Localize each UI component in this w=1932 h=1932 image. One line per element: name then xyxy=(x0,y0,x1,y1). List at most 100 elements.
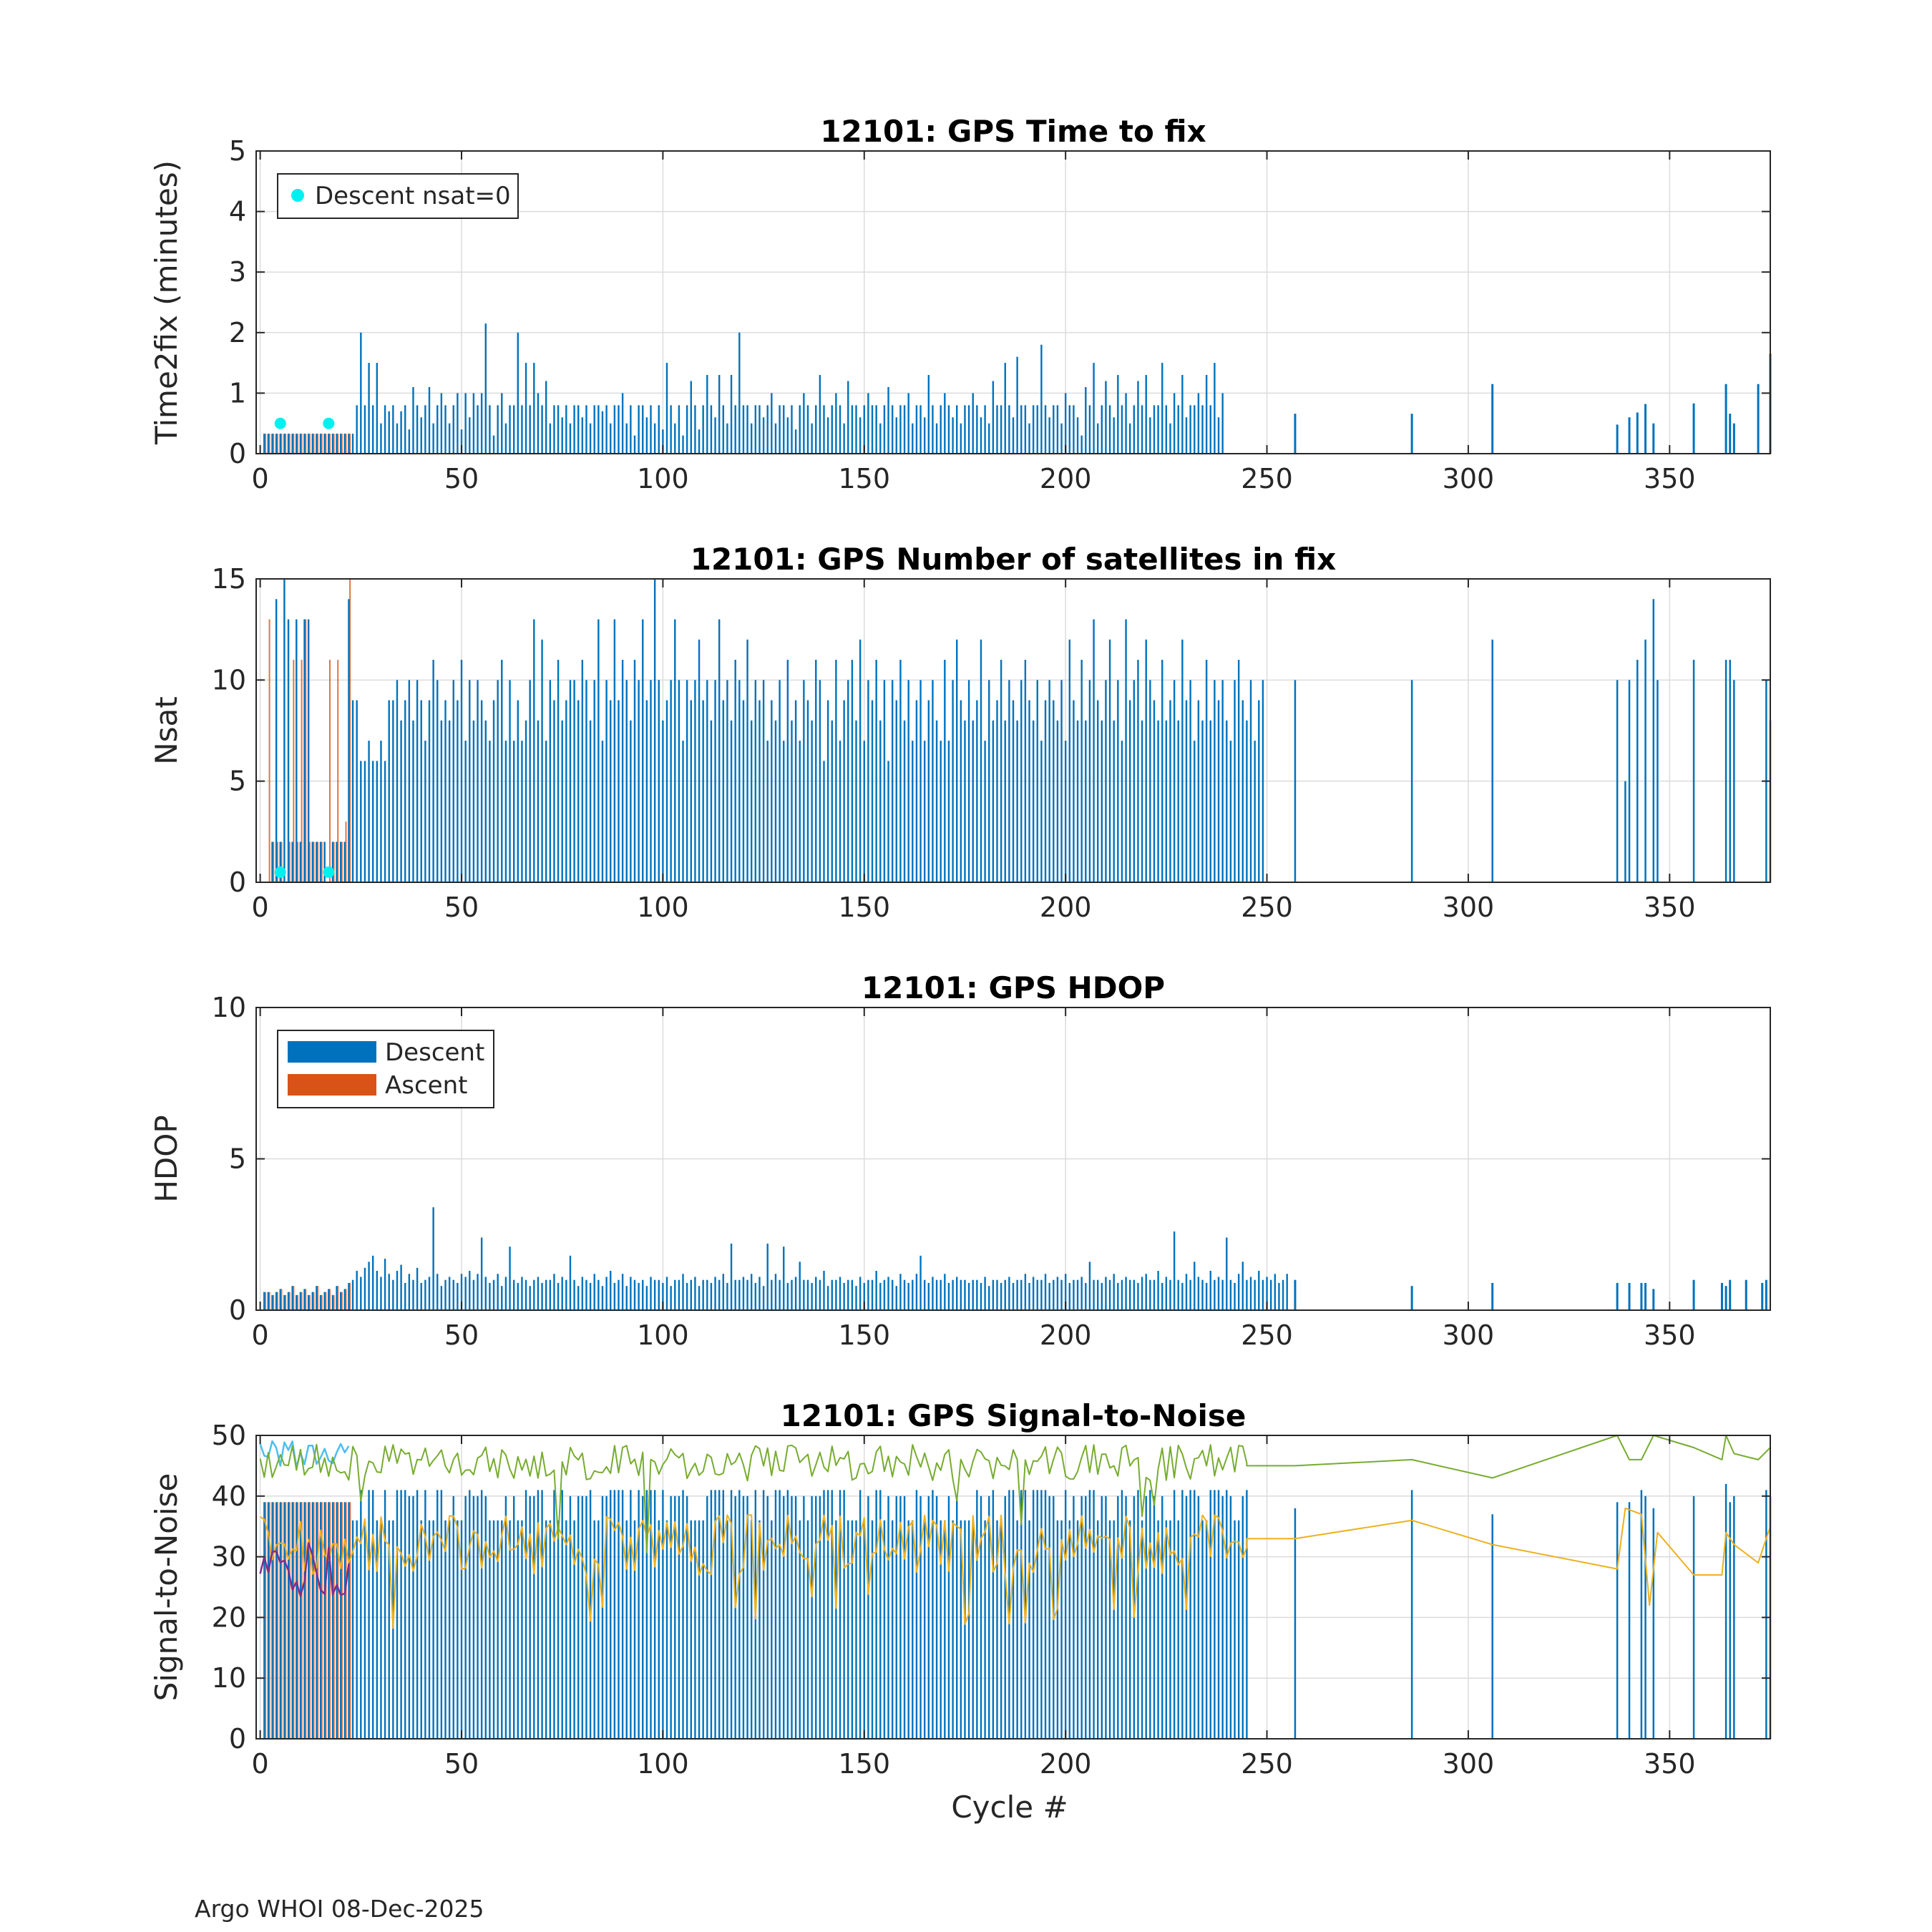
descent-bar xyxy=(569,423,572,454)
descent-bar xyxy=(589,720,592,882)
descent-bar xyxy=(400,720,402,882)
x-tick-label: 300 xyxy=(1443,463,1495,494)
descent-bar xyxy=(1032,405,1035,454)
descent-bar xyxy=(1016,1279,1018,1310)
descent-bar xyxy=(1048,417,1050,454)
descent-bar xyxy=(311,434,313,454)
x-tick-label: 300 xyxy=(1443,1319,1495,1351)
descent-bar xyxy=(903,1279,906,1310)
y-tick-label: 50 xyxy=(212,1420,246,1451)
descent-bar xyxy=(1410,1490,1413,1739)
descent-bar xyxy=(351,434,354,454)
ascent-bar xyxy=(288,841,291,882)
descent-bar xyxy=(899,1274,902,1310)
data-layer xyxy=(259,1435,1772,1739)
descent-bar xyxy=(883,1279,886,1310)
descent-bar xyxy=(601,741,604,882)
descent-bar xyxy=(738,1279,741,1310)
descent-bar xyxy=(1209,1490,1211,1739)
descent-bar xyxy=(1093,1490,1095,1739)
descent-bar xyxy=(291,1502,293,1739)
descent-bar xyxy=(815,1277,817,1310)
y-tick-label: 20 xyxy=(212,1601,246,1633)
descent-bar xyxy=(1194,741,1196,882)
descent-bar xyxy=(303,434,306,454)
descent-bar xyxy=(826,417,829,454)
descent-bar xyxy=(786,1490,789,1739)
descent-bar xyxy=(1153,1496,1156,1739)
descent-bar xyxy=(343,434,346,454)
descent-bar xyxy=(457,393,459,454)
descent-bar xyxy=(1149,1279,1151,1310)
descent-bar xyxy=(751,720,753,882)
snr-green-line xyxy=(259,1435,1771,1553)
descent-bar xyxy=(287,1502,290,1739)
descent-bar xyxy=(577,700,580,882)
descent-bar xyxy=(1076,1279,1079,1310)
descent-bar xyxy=(529,1496,531,1739)
descent-bar xyxy=(1692,1279,1695,1310)
descent-bar xyxy=(887,761,889,882)
descent-bar xyxy=(525,363,527,454)
descent-bar xyxy=(484,323,487,454)
x-tick-label: 250 xyxy=(1241,892,1293,923)
descent-bar xyxy=(1209,1271,1211,1310)
descent-bar xyxy=(545,381,547,454)
descent-bar xyxy=(621,1274,624,1310)
descent-bar xyxy=(903,1496,906,1739)
descent-bar xyxy=(457,700,459,882)
descent-bar xyxy=(1121,1279,1123,1310)
descent-bar xyxy=(843,1490,845,1739)
descent-bar xyxy=(1214,680,1216,882)
descent-bar xyxy=(356,1271,358,1310)
descent-bar xyxy=(384,405,386,454)
ascent-bar xyxy=(321,434,323,454)
descent-bar xyxy=(1068,405,1070,454)
descent-bar xyxy=(1169,423,1171,454)
legend-label: Descent nsat=0 xyxy=(315,182,511,210)
ascent-bar xyxy=(345,821,347,882)
descent-bar xyxy=(992,720,995,882)
descent-bar xyxy=(593,405,595,454)
descent-bar xyxy=(561,1490,563,1739)
descent-bar xyxy=(331,841,334,882)
descent-bar xyxy=(392,405,394,454)
descent-bar xyxy=(408,680,411,882)
y-tick-label: 30 xyxy=(212,1541,246,1573)
descent-bar xyxy=(698,639,701,882)
descent-bar xyxy=(653,423,656,454)
descent-bar xyxy=(799,1520,801,1739)
ascent-bar xyxy=(345,434,347,454)
descent-bar xyxy=(944,1274,946,1310)
descent-bar xyxy=(762,417,765,454)
descent-bar xyxy=(923,417,926,454)
descent-bar xyxy=(1016,720,1018,882)
descent-bar xyxy=(328,434,330,454)
descent-bar xyxy=(935,423,938,454)
descent-bar xyxy=(1133,680,1136,882)
descent-bar xyxy=(569,1255,572,1310)
descent-bar xyxy=(855,1520,857,1739)
descent-bar xyxy=(504,423,507,454)
descent-bar xyxy=(984,741,986,882)
descent-bar xyxy=(734,660,736,882)
ascent-bar xyxy=(296,434,298,454)
descent-bar xyxy=(952,680,954,882)
descent-bar xyxy=(291,434,293,454)
descent-bar xyxy=(645,700,648,882)
descent-bar xyxy=(1085,720,1087,882)
descent-bar xyxy=(875,1271,877,1310)
descent-bar xyxy=(956,1277,958,1310)
legend: Descent Ascent xyxy=(277,1030,494,1108)
descent-bar xyxy=(1628,680,1631,882)
descent-bar xyxy=(960,1520,962,1739)
ascent-bar xyxy=(349,1502,351,1739)
descent-bar xyxy=(420,1282,422,1310)
descent-bar xyxy=(517,1282,519,1310)
ascent-bar xyxy=(345,1289,347,1310)
descent-bar xyxy=(484,720,487,882)
descent-bar xyxy=(726,1520,728,1739)
y-tick-label: 0 xyxy=(229,1294,246,1326)
descent-bar xyxy=(863,1282,865,1310)
descent-bar xyxy=(1028,423,1030,454)
